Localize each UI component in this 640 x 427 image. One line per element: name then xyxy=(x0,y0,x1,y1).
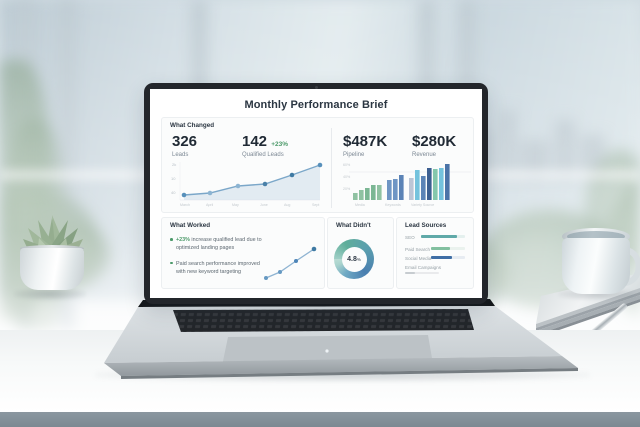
svg-text:June: June xyxy=(260,203,268,207)
svg-text:Media: Media xyxy=(355,203,365,207)
svg-text:Variety Source: Variety Source xyxy=(411,203,434,207)
svg-text:40%: 40% xyxy=(343,175,351,179)
svg-text:10: 10 xyxy=(171,176,176,181)
svg-text:Aug: Aug xyxy=(284,203,290,207)
svg-text:20%: 20% xyxy=(343,187,351,191)
svg-text:Sept: Sept xyxy=(312,203,319,207)
svg-text:April: April xyxy=(206,203,213,207)
svg-text:May: May xyxy=(232,203,239,207)
svg-text:60%: 60% xyxy=(343,163,351,167)
svg-text:40: 40 xyxy=(171,190,176,195)
svg-text:Keywords: Keywords xyxy=(385,203,401,207)
svg-text:2k: 2k xyxy=(172,162,176,167)
svg-text:March: March xyxy=(180,203,190,207)
